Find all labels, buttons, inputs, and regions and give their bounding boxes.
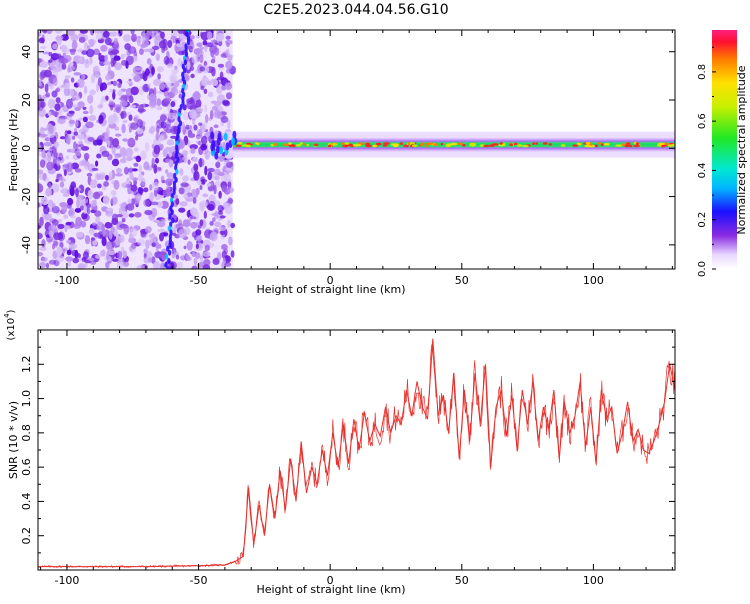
bottom-axis-ticks: -100 -50 0 50 100 1.2 1.0 0.8 0.6 0.4 0.2 (20, 330, 675, 587)
top-y-axis-label: Frequency (Hz) (7, 109, 20, 192)
bottom-x-tick-label: 0 (327, 574, 334, 587)
colorbar-ticks: 0.0 0.2 0.4 0.6 0.8 (697, 46, 716, 277)
bottom-plot-frame (37, 329, 676, 571)
streak-feature (164, 30, 190, 269)
spectrogram-image (38, 30, 675, 269)
top-x-tick-label: 100 (583, 274, 604, 287)
top-y-tick-label: 0 (20, 145, 33, 152)
snr-noise-detail (38, 343, 675, 569)
top-x-tick-label: 50 (455, 274, 469, 287)
colorbar-tick-label: 0.4 (697, 162, 708, 178)
band-hotspots (235, 142, 675, 148)
bottom-y-tick-label: 0.6 (20, 458, 33, 476)
colorbar-tick-label: 0.2 (697, 212, 708, 228)
top-y-tick-label: -40 (20, 236, 33, 254)
top-axis-ticks: -100 -50 0 50 100 40 20 0 -20 -40 (20, 30, 675, 287)
top-x-tick-label: -50 (190, 274, 208, 287)
top-y-tick-label: 20 (20, 93, 33, 107)
colorbar-tick-label: 0.0 (697, 261, 708, 277)
bottom-y-tick-label: 0.8 (20, 424, 33, 442)
top-x-axis-label: Height of straight line (km) (256, 283, 405, 296)
colorbar (712, 30, 737, 269)
bottom-x-tick-label: 100 (583, 574, 604, 587)
bottom-y-axis-label: SNR (10 * v/v) (7, 401, 20, 479)
y-multiplier-text: (x10 (6, 318, 17, 341)
colorbar-tick-label: 0.8 (697, 64, 708, 80)
spectrogram-chart: -100 -50 0 50 100 40 20 0 -20 -40 Height of strai… (7, 29, 748, 296)
bottom-x-tick-label: -50 (190, 574, 208, 587)
colorbar-label: Normalized spectral amplitude (735, 65, 748, 234)
top-y-tick-label: 40 (20, 45, 33, 59)
top-x-tick-label: 0 (327, 274, 334, 287)
band-transition (210, 130, 238, 160)
top-x-tick-label: -100 (54, 274, 79, 287)
bottom-y-tick-label: 1.2 (20, 356, 33, 374)
bottom-y-tick-label: 1.0 (20, 390, 33, 408)
noise-blobs (38, 30, 237, 269)
snr-chart: -100 -50 0 50 100 1.2 1.0 0.8 0.6 0.4 0.2 Height o… (3, 309, 676, 596)
y-multiplier-close: ) (6, 309, 17, 313)
colorbar-tick-label: 0.6 (697, 113, 708, 129)
bottom-x-tick-label: -100 (54, 574, 79, 587)
y-multiplier-exponent: 4 (3, 313, 11, 318)
chart-title: C2E5.2023.044.04.56.G10 (263, 2, 448, 18)
svg-text:(x104): (x104) (3, 309, 17, 340)
snr-series-line (38, 338, 675, 568)
y-multiplier-label: (x104) (3, 309, 17, 340)
bottom-y-tick-label: 0.4 (20, 493, 33, 511)
bottom-x-axis-label: Height of straight line (km) (256, 583, 405, 596)
top-y-tick-label: -20 (20, 188, 33, 206)
bottom-y-tick-label: 0.2 (20, 527, 33, 545)
bottom-x-tick-label: 50 (455, 574, 469, 587)
